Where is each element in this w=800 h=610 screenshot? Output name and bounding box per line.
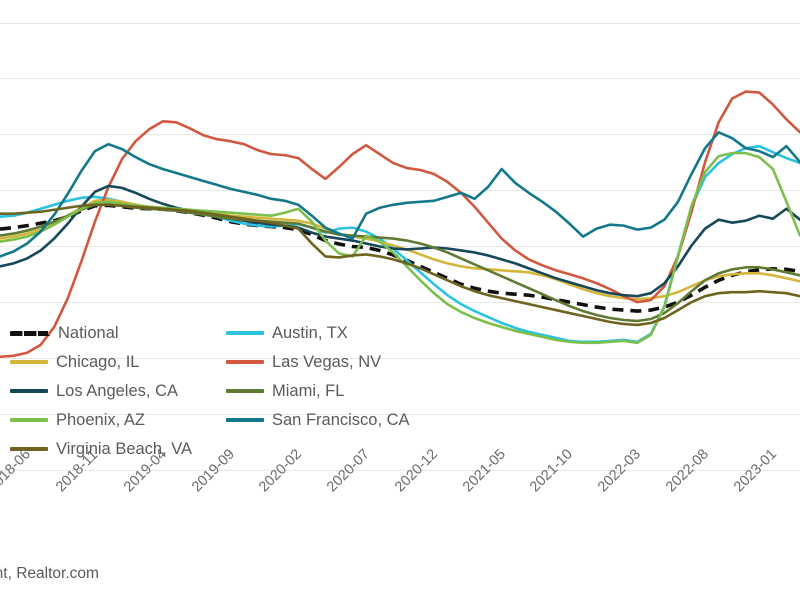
series-line-virginia-beach-va	[0, 203, 800, 327]
legend-label: Miami, FL	[272, 381, 345, 400]
legend-item-phoenix-az[interactable]: Phoenix, AZ	[10, 407, 145, 433]
series-line-las-vegas-nv	[0, 90, 800, 359]
legend-item-national[interactable]: National	[10, 320, 119, 346]
legend-item-austin-tx[interactable]: Austin, TX	[226, 320, 348, 346]
legend-swatch-icon	[10, 418, 48, 422]
legend-label: Las Vegas, NV	[272, 352, 382, 371]
legend-swatch-icon	[10, 360, 48, 364]
legend-item-virginia-beach-va[interactable]: Virginia Beach, VA	[10, 436, 192, 462]
legend-label: Phoenix, AZ	[56, 410, 145, 429]
legend-label: Austin, TX	[272, 323, 348, 342]
legend-swatch-icon	[10, 447, 48, 451]
legend-label: National	[58, 323, 119, 342]
legend-swatch-icon	[226, 331, 264, 335]
series-line-los-angeles-ca	[0, 184, 800, 298]
legend-swatch-icon	[226, 389, 264, 393]
series-line-san-francisco-ca	[0, 130, 800, 258]
series-lines	[0, 90, 800, 359]
legend-item-san-francisco-ca[interactable]: San Francisco, CA	[226, 407, 410, 433]
legend-item-chicago-il[interactable]: Chicago, IL	[10, 349, 139, 375]
legend-swatch-icon	[10, 389, 48, 393]
legend-label: Chicago, IL	[56, 352, 140, 371]
x-axis-tick-labels: 2018-06 2018-11 2019-04 2019-09 2020-02 2020-…	[0, 446, 800, 540]
line-chart-plot	[0, 23, 800, 471]
legend-label: San Francisco, CA	[272, 410, 410, 429]
legend-item-los-angeles-ca[interactable]: Los Angeles, CA	[10, 378, 178, 404]
legend-label: Los Angeles, CA	[56, 381, 178, 400]
legend-item-miami-fl[interactable]: Miami, FL	[226, 378, 344, 404]
legend-label: Virginia Beach, VA	[56, 439, 193, 458]
chart-legend: National Austin, TX Chicago, IL Las Vegas, …	[8, 320, 438, 466]
source-note: night, Realtor.com	[0, 565, 99, 582]
legend-swatch-icon	[226, 360, 264, 364]
legend-swatch-icon	[10, 330, 50, 336]
legend-item-las-vegas-nv[interactable]: Las Vegas, NV	[226, 349, 381, 375]
legend-swatch-icon	[226, 418, 264, 422]
